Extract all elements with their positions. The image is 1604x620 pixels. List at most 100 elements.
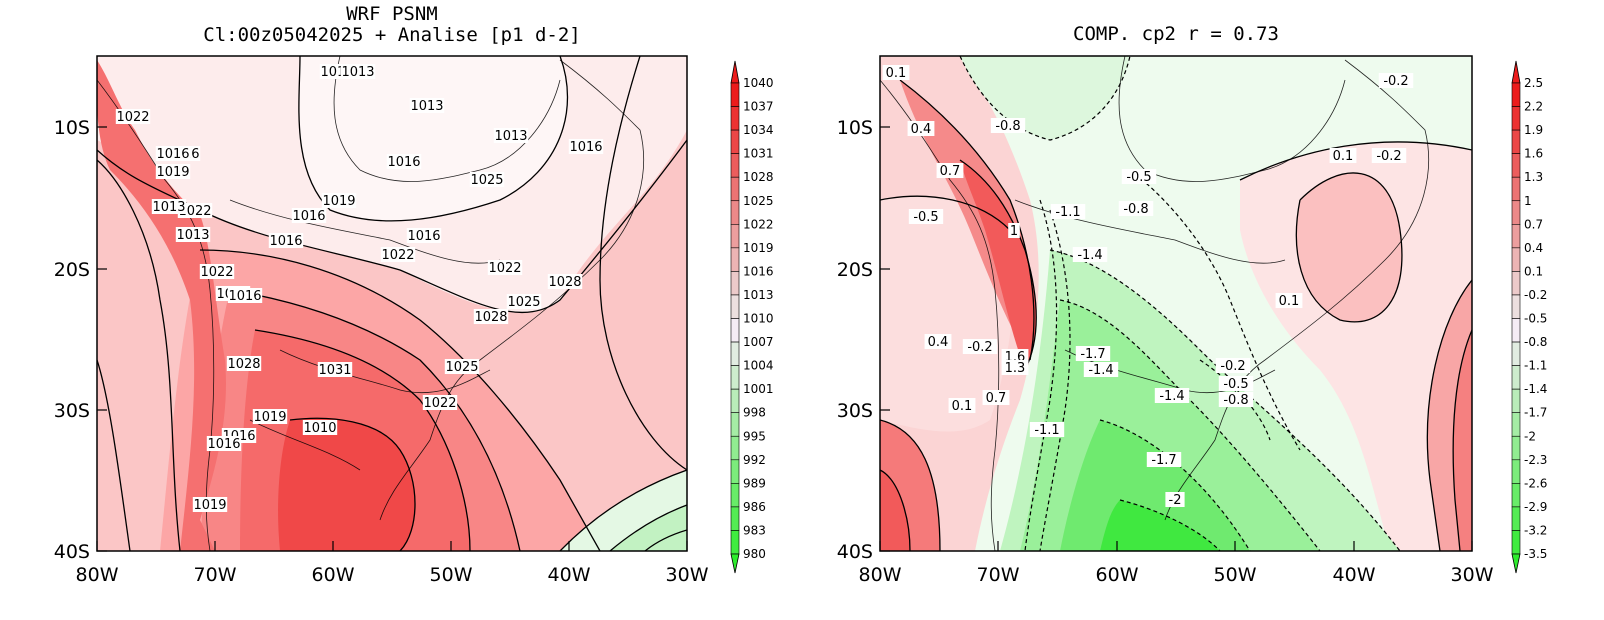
- left-map-panel: WRF PSNM Cl:00z05042025 + Analise [p1 d-…: [54, 3, 774, 586]
- contour-label-bg: [469, 172, 505, 187]
- right-colorbar-swatch: [1511, 200, 1521, 225]
- left-colorbar-label: 1016: [743, 264, 774, 278]
- left-colorbar-swatch: [730, 365, 740, 390]
- contour-label-bg: [155, 146, 191, 161]
- contour-label-bg: [1118, 201, 1154, 216]
- contour-label-bg: [493, 128, 529, 143]
- contour-label-bg: [177, 203, 213, 218]
- left-colorbar-label: 1001: [743, 382, 774, 396]
- right-colorbar-swatch: [1511, 224, 1521, 249]
- contour-label-bg: [175, 227, 211, 242]
- right-colorbar-swatch: [1511, 176, 1521, 202]
- left-colorbar-label: 995: [743, 429, 766, 443]
- contour-label: -0.8: [995, 119, 1020, 134]
- right-colorbar-swatch: [1511, 271, 1521, 296]
- right-map-frame: [879, 55, 1473, 552]
- contour-label-bg: [948, 398, 976, 413]
- contour-label-bg: [506, 294, 542, 309]
- contour-label-bg: [908, 209, 944, 224]
- contour-label: -0.2: [1383, 74, 1408, 89]
- contour-label-bg: [317, 362, 353, 377]
- right-colorbar-swatch: [1511, 294, 1521, 319]
- contour-label: 1019: [193, 498, 226, 513]
- contour-label-bg: [962, 339, 998, 354]
- left-colorbar-swatch: [730, 294, 740, 319]
- left-ytick-20s: 20S: [54, 259, 90, 281]
- left-colorbar-label: 980: [743, 547, 766, 561]
- contour-label: 1.3: [1005, 361, 1026, 376]
- contour-label: 1025: [470, 173, 503, 188]
- contour-label: -1.1: [1034, 423, 1059, 438]
- right-ytick-10s: 10S: [837, 117, 873, 139]
- contour-label-bg: [1275, 293, 1303, 308]
- contour-label: 1031: [318, 363, 351, 378]
- contour-label: 0.1: [1333, 149, 1354, 164]
- left-title-line1: WRF PSNM: [346, 3, 438, 25]
- left-ytick-30s: 30S: [54, 400, 90, 422]
- contour-label: 1016: [292, 209, 325, 224]
- left-ytick-10s: 10S: [54, 117, 90, 139]
- right-colorbar-label: 2.2: [1524, 100, 1543, 114]
- contour-label: -1.1: [1055, 205, 1080, 220]
- contour-label: -0.2: [1376, 149, 1401, 164]
- contour-label-bg: [982, 390, 1010, 405]
- contour-label-bg: [1121, 169, 1157, 184]
- contour-label-bg: [1154, 388, 1190, 403]
- contour-label: 1: [1010, 224, 1018, 239]
- right-y-axis: 10S 20S 30S 40S: [837, 117, 890, 563]
- left-colorbar-label: 1040: [743, 76, 774, 90]
- left-colorbar-swatch: [730, 153, 740, 178]
- right-colorbar-swatch: [1511, 153, 1521, 178]
- left-xtick-70w: 70W: [194, 564, 237, 586]
- left-x-axis: 80W 70W 60W 50W 40W 30W: [76, 541, 709, 586]
- left-colorbar-swatch: [730, 318, 740, 343]
- contour-label-bg: [1218, 376, 1254, 391]
- right-colorbar-label: -1.1: [1524, 359, 1547, 373]
- contour-label-bg: [380, 247, 416, 262]
- right-colorbar-label: 0.1: [1524, 264, 1543, 278]
- contour-label-bg: [1215, 358, 1251, 373]
- contour-label: 0.4: [911, 122, 932, 137]
- left-colorbar-label: 986: [743, 500, 766, 514]
- contour-label: 1016: [407, 229, 440, 244]
- contour-label: 1016: [228, 289, 261, 304]
- contour-label-bg: [1075, 346, 1111, 361]
- contour-label-bg: [206, 436, 242, 451]
- left-colorbar-swatch: [730, 224, 740, 249]
- right-colorbar-swatch: [1511, 530, 1521, 555]
- left-colorbar-label: 989: [743, 476, 766, 490]
- right-colorbar-label: -0.2: [1524, 288, 1547, 302]
- contour-label: -1.4: [1088, 363, 1113, 378]
- contour-label-bg: [547, 274, 583, 289]
- left-colorbar-swatch: [730, 176, 740, 202]
- contour-label-bg: [882, 65, 910, 80]
- left-y-axis: 10S 20S 30S 40S: [54, 117, 107, 563]
- right-colorbar-label: -2.6: [1524, 476, 1547, 490]
- left-colorbar-label: 1007: [743, 335, 774, 349]
- right-colorbar-label: -0.5: [1524, 312, 1547, 326]
- contour-label-bg: [473, 309, 509, 324]
- contour-label-bg: [1378, 73, 1414, 88]
- right-colorbar-label: 2.5: [1524, 76, 1543, 90]
- contour-label-bg: [487, 260, 523, 275]
- contour-label-bg: [1083, 362, 1119, 377]
- contour-label: 1013: [410, 99, 443, 114]
- left-colorbar-swatch: [730, 341, 740, 366]
- contour-label-bg: [1001, 360, 1029, 375]
- left-xtick-30w: 30W: [666, 564, 709, 586]
- contour-label: 1025: [445, 360, 478, 375]
- contour-label: 1019: [156, 165, 189, 180]
- left-xtick-80w: 80W: [76, 564, 119, 586]
- contour-label: 1013: [494, 129, 527, 144]
- left-colorbar-label: 998: [743, 406, 766, 420]
- contour-label: -0.5: [913, 210, 938, 225]
- right-colorbar-label: 0.4: [1524, 241, 1543, 255]
- left-contour-labels: 1022101610191022101310161022101910161013…: [115, 64, 604, 513]
- left-title-line2: Cl:00z05042025 + Analise [p1 d-2]: [203, 24, 581, 46]
- contour-label: -2: [1169, 493, 1182, 508]
- right-ytick-40s: 40S: [837, 541, 873, 563]
- left-colorbar-label: 1037: [743, 100, 774, 114]
- contour-label: -1.7: [1080, 347, 1105, 362]
- left-colorbar-swatch: [730, 459, 740, 484]
- right-title: COMP. cp2 r = 0.73: [1073, 23, 1279, 45]
